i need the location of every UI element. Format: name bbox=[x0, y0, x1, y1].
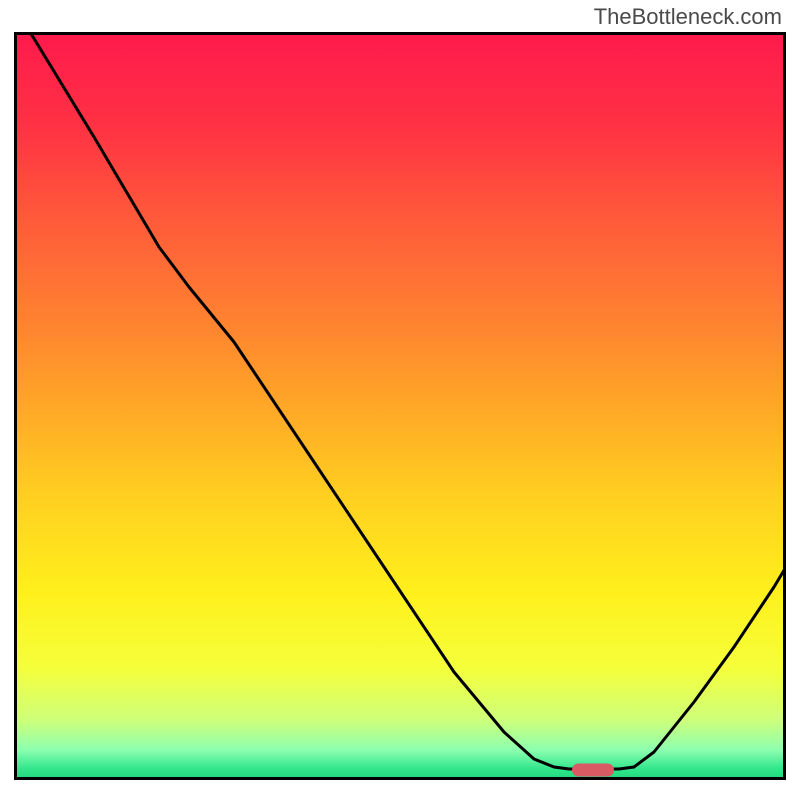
optimal-marker bbox=[572, 764, 614, 777]
chart-svg bbox=[14, 32, 786, 780]
watermark-text: TheBottleneck.com bbox=[594, 4, 782, 30]
chart-container bbox=[14, 32, 786, 780]
gradient-background bbox=[14, 32, 786, 780]
